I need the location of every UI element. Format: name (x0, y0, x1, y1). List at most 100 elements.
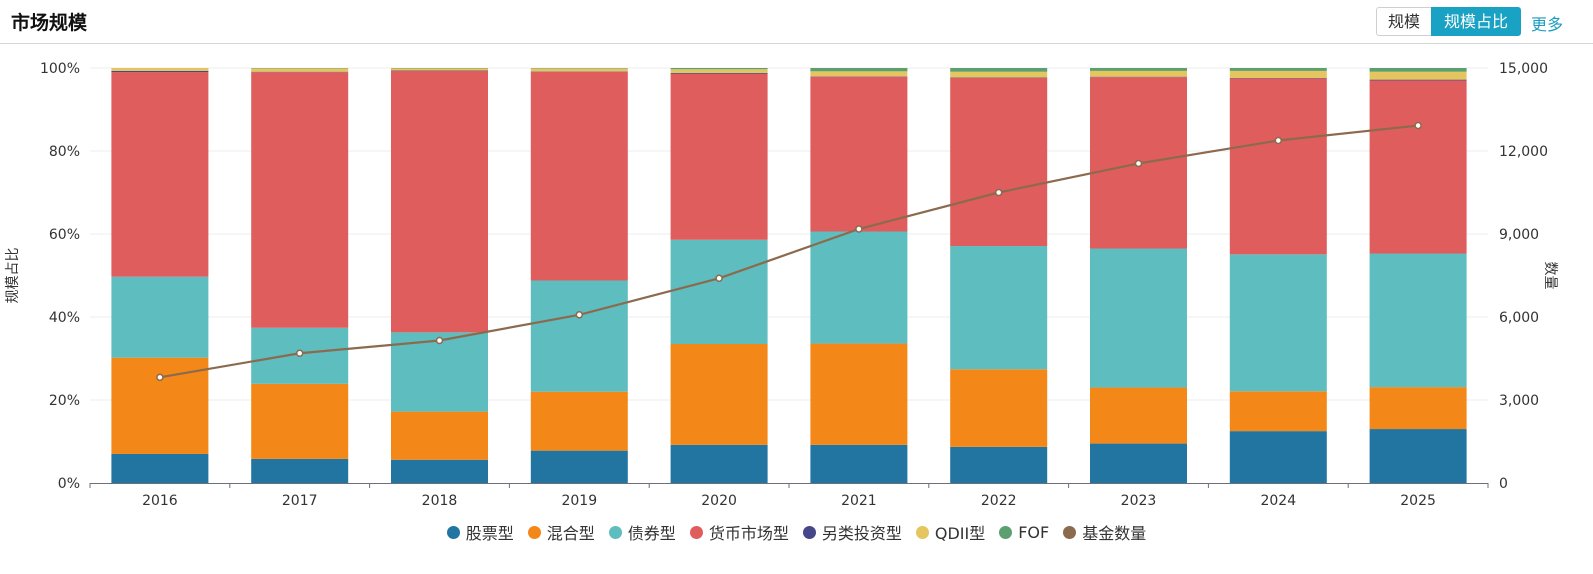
bar-segment (111, 276, 209, 358)
x-tick-label: 2017 (282, 493, 318, 509)
x-tick-label: 2019 (561, 493, 597, 509)
y-right-tick-label: 0 (1499, 476, 1508, 492)
bar-segment (251, 72, 349, 328)
bar-segment (111, 68, 209, 71)
count-line-point (1414, 121, 1422, 130)
legend-swatch (689, 525, 703, 539)
bar-segment (391, 70, 488, 333)
count-line-point (1134, 159, 1143, 168)
bar-segment (1369, 253, 1467, 388)
x-tick-label: 2016 (142, 493, 178, 509)
y-left-tick-label: 100% (40, 61, 80, 77)
y-right-tick-label: 9,000 (1499, 227, 1539, 243)
legend-label: 货币市场型 (708, 524, 789, 543)
tab-scale[interactable]: 规模 (1376, 7, 1431, 36)
bar-segment (670, 68, 768, 70)
legend-label: 股票型 (465, 524, 514, 543)
bar-segment (111, 70, 209, 73)
legend-label: 另类投资型 (821, 524, 902, 543)
y-right-tick-label: 12,000 (1499, 144, 1548, 160)
legend-label: 债券型 (627, 524, 676, 543)
count-line (156, 121, 1422, 382)
bar-segment (1229, 254, 1327, 392)
legend-item[interactable]: 股票型 (446, 520, 514, 544)
bar-segment (950, 246, 1048, 370)
bar-segment (670, 239, 768, 344)
legend-item[interactable]: 基金数量 (1063, 520, 1146, 544)
legend-item[interactable]: FOF (999, 523, 1049, 542)
bar-segment (1090, 443, 1187, 483)
bar-segment (950, 71, 1048, 78)
bar-segment (1229, 78, 1327, 255)
bar-segment (810, 444, 908, 483)
chart-legend: 股票型 混合型 债券型 货币市场型 另类投资型 QDII型 FOF 基金数量 (0, 520, 1593, 544)
bar-segment (670, 343, 768, 445)
bar-segment (950, 369, 1048, 447)
legend-swatch (527, 525, 541, 539)
section-header: 市场规模 规模 规模占比 更多 (0, 0, 1593, 44)
y-left-tick-label: 60% (49, 227, 80, 243)
bar-segment (251, 458, 349, 483)
count-line-point (156, 373, 164, 382)
bar-segment (530, 391, 628, 451)
bar-segment (950, 68, 1048, 72)
bar-segment (670, 72, 768, 74)
count-line-point (575, 311, 584, 319)
bar-segment (1090, 248, 1187, 388)
bar-segment (391, 411, 488, 460)
legend-label: FOF (1018, 522, 1050, 542)
count-line-point (295, 349, 304, 357)
bar-segment (1090, 68, 1187, 71)
bar-segment (1229, 431, 1327, 483)
bar-segment (1090, 70, 1187, 77)
legend-item[interactable]: 另类投资型 (802, 520, 902, 544)
x-tick-label: 2023 (1121, 493, 1157, 509)
legend-item[interactable]: 货币市场型 (689, 520, 789, 544)
legend-item[interactable]: QDII型 (915, 520, 986, 544)
section-title: 市场规模 (11, 12, 88, 34)
count-line-point (1274, 136, 1283, 145)
bar-segment (810, 68, 908, 72)
bar-segment (530, 71, 628, 281)
count-line-point (715, 274, 723, 283)
bar-segment (1369, 68, 1467, 72)
y-right-tick-label: 3,000 (1499, 393, 1539, 409)
x-tick-label: 2020 (701, 493, 737, 509)
bar-segment (810, 231, 908, 344)
x-tick-label: 2021 (841, 493, 877, 509)
bars (111, 68, 1467, 483)
y-right-tick-label: 15,000 (1499, 61, 1548, 77)
bar-segment (1229, 391, 1327, 432)
bar-segment (1229, 70, 1327, 78)
bar-segment (670, 73, 768, 240)
y-left-tick-label: 40% (49, 310, 80, 326)
more-link[interactable]: 更多 (1531, 15, 1564, 34)
bar-segment (810, 343, 908, 445)
y-left-axis-title: 规模占比 (5, 248, 21, 304)
bar-segment (391, 332, 488, 412)
legend-label: QDII型 (934, 524, 986, 543)
legend-swatch (608, 525, 622, 539)
x-tick-label: 2025 (1400, 493, 1436, 509)
bar-segment (1369, 387, 1467, 430)
bar-segment (251, 68, 349, 72)
bar-segment (950, 446, 1048, 483)
legend-swatch (802, 525, 816, 539)
count-line-point (855, 225, 863, 233)
y-left-tick-label: 20% (49, 393, 80, 409)
bar-segment (1369, 429, 1467, 483)
legend-item[interactable]: 债券型 (608, 520, 676, 544)
bar-segment (391, 459, 488, 483)
x-tick-label: 2018 (422, 493, 458, 509)
legend-swatch (1063, 525, 1077, 539)
bar-segment (111, 72, 209, 277)
bar-segment (1090, 387, 1187, 444)
bar-segment (670, 69, 768, 73)
bar-segment (530, 68, 628, 72)
bar-segment (670, 444, 768, 483)
legend-item[interactable]: 混合型 (527, 520, 595, 544)
bar-segment (111, 453, 209, 483)
tab-scale-ratio[interactable]: 规模占比 (1431, 7, 1521, 36)
bar-segment (251, 383, 349, 459)
legend-swatch (999, 525, 1013, 539)
